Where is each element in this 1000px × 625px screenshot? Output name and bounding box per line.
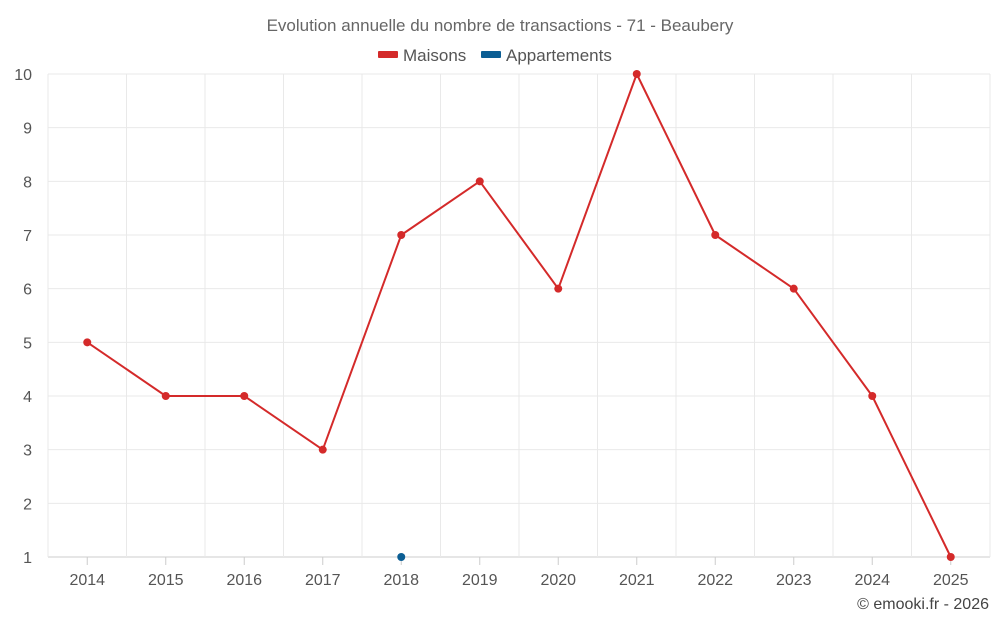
chart-title: Evolution annuelle du nombre de transact… bbox=[267, 16, 734, 35]
data-point-maisons bbox=[946, 553, 955, 561]
y-tick-label: 6 bbox=[23, 282, 32, 299]
y-tick-label: 9 bbox=[23, 121, 32, 138]
y-tick-label: 8 bbox=[23, 174, 32, 191]
x-tick-label: 2019 bbox=[462, 572, 498, 589]
series-line-maisons bbox=[86, 73, 952, 558]
x-tick-label: 2016 bbox=[226, 572, 262, 589]
legend-label-appartements: Appartements bbox=[506, 46, 612, 65]
legend-swatch-maisons bbox=[378, 51, 398, 58]
credit-text: © emooki.fr - 2026 bbox=[857, 596, 989, 613]
data-point-maisons bbox=[397, 231, 406, 239]
y-tick-label: 2 bbox=[23, 496, 32, 513]
x-tick-label: 2025 bbox=[933, 572, 969, 589]
data-point-maisons bbox=[711, 231, 720, 239]
data-point-maisons bbox=[83, 338, 92, 347]
x-tick-label: 2015 bbox=[148, 572, 184, 589]
data-point-maisons bbox=[161, 392, 170, 400]
y-tick-label: 7 bbox=[23, 228, 32, 245]
data-point-maisons bbox=[318, 445, 327, 454]
y-tick-label: 1 bbox=[23, 550, 32, 567]
y-tick-label: 3 bbox=[23, 443, 32, 460]
legend-swatch-appartements bbox=[481, 51, 501, 58]
x-tick-label: 2014 bbox=[69, 572, 105, 589]
data-point-maisons bbox=[632, 70, 641, 78]
data-point-maisons bbox=[868, 392, 877, 400]
gridlines bbox=[47, 73, 991, 558]
series-maisons bbox=[83, 70, 955, 561]
legend[interactable]: Maisons Appartements bbox=[378, 46, 612, 65]
legend-item-appartements[interactable]: Appartements bbox=[481, 46, 612, 65]
data-point-maisons bbox=[789, 284, 798, 293]
y-axis-ticks: 1 2 3 4 5 6 7 8 9 10 bbox=[14, 67, 32, 567]
y-tick-label: 5 bbox=[23, 335, 32, 352]
x-tick-label: 2022 bbox=[697, 572, 733, 589]
x-tick-label: 2018 bbox=[383, 572, 419, 589]
legend-item-maisons[interactable]: Maisons bbox=[378, 46, 466, 65]
series-layer bbox=[83, 70, 955, 561]
data-point-maisons bbox=[554, 284, 563, 293]
y-tick-label: 10 bbox=[14, 67, 32, 84]
data-point-maisons bbox=[475, 177, 484, 186]
series-appartements bbox=[397, 553, 406, 561]
x-tick-label: 2017 bbox=[305, 572, 341, 589]
data-point-maisons bbox=[240, 392, 249, 400]
data-point-appartements bbox=[397, 553, 406, 561]
x-tick-label: 2023 bbox=[776, 572, 812, 589]
x-axis-ticks: 2014 2015 2016 2017 2018 2019 2020 2021 2022 2023… bbox=[69, 557, 969, 589]
x-tick-label: 2021 bbox=[619, 572, 655, 589]
y-tick-label: 4 bbox=[23, 389, 32, 406]
x-tick-label: 2020 bbox=[540, 572, 576, 589]
x-tick-label: 2024 bbox=[854, 572, 890, 589]
legend-label-maisons: Maisons bbox=[403, 46, 466, 65]
